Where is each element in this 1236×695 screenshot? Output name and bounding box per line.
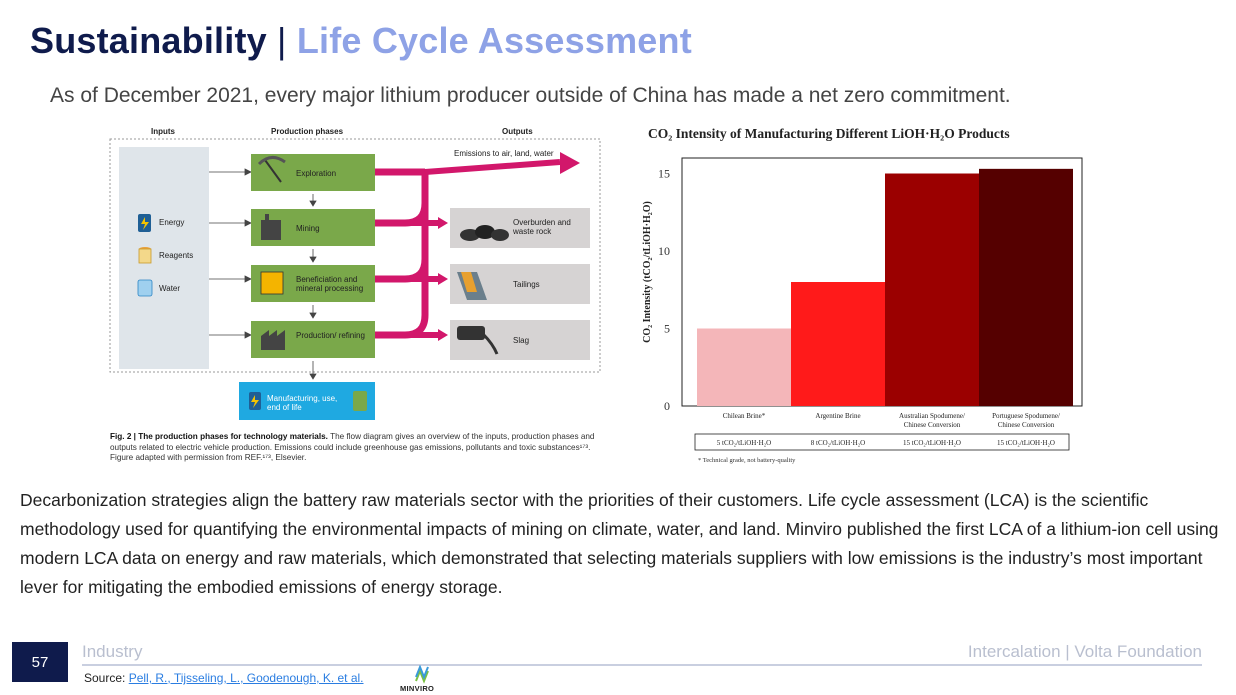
processing-icon	[260, 271, 284, 295]
x-category-label: Chilean Brine*	[723, 412, 766, 420]
bar-2	[791, 282, 885, 406]
phase-box-exploration	[251, 154, 375, 191]
input-arrows	[209, 168, 252, 339]
minviro-logo-icon	[415, 664, 429, 684]
emission-flow-lines	[375, 168, 429, 339]
mine-icon	[261, 214, 281, 240]
header-phases: Production phases	[271, 127, 344, 136]
slide-subtitle: As of December 2021, every major lithium…	[50, 84, 1011, 107]
body-paragraph: Decarbonization strategies align the bat…	[20, 490, 1219, 597]
y-tick-label: 5	[664, 322, 670, 336]
production-phases-diagram: Inputs Production phases Outputs Emissio…	[105, 122, 605, 472]
phase-down-arrows	[309, 194, 317, 380]
output-overburden-label: Overburden and waste rock	[513, 218, 571, 237]
source-link[interactable]: Pell, R., Tijsseling, L., Goodenough, K.…	[128, 671, 364, 685]
output-flow-lines	[375, 159, 561, 338]
co2-intensity-chart: CO₂ Intensity of Manufacturing Different…	[630, 122, 1090, 472]
end-of-life-label: Manufacturing, use, end of life	[267, 394, 338, 413]
emission-arrowhead	[560, 152, 580, 174]
minviro-logo-text: MINVIRO	[400, 684, 435, 693]
footer-section: Industry	[82, 642, 143, 661]
output-slag-label: Slag	[513, 336, 530, 345]
input-energy-label: Energy	[159, 218, 185, 227]
rocks-icon	[460, 225, 509, 241]
tailings-icon	[457, 272, 487, 300]
bar-3	[885, 173, 979, 406]
recycle-bin-icon	[353, 391, 367, 411]
energy-icon	[138, 214, 151, 232]
minviro-logo: MINVIRO	[400, 664, 440, 695]
value-table-cell: 15 tCO₂/tLiOH·H₂O	[997, 439, 1055, 447]
input-reagents-label: Reagents	[159, 251, 194, 260]
footer-divider	[82, 664, 1202, 666]
header-outputs: Outputs	[502, 127, 533, 136]
slag-icon	[457, 326, 499, 355]
phase-beneficiation-label: Beneficiation and mineral processing	[296, 275, 364, 294]
battery-icon	[249, 392, 261, 410]
emissions-label: Emissions to air, land, water	[454, 149, 554, 158]
x-category-label: Portuguese Spodumene/Chinese Conversion	[992, 412, 1060, 429]
chart-title: CO₂ Intensity of Manufacturing Different…	[648, 126, 1010, 141]
bar-4	[979, 168, 1073, 406]
figure-caption: Fig. 2 | The production phases for techn…	[110, 432, 605, 464]
diagram-border	[109, 138, 601, 373]
y-tick-label: 15	[658, 167, 670, 181]
output-tailings-label: Tailings	[513, 280, 540, 289]
y-axis-label: CO₂ Intensity (tCO₂/tLiOH·H₂O)	[642, 201, 653, 343]
reagents-icon	[138, 247, 152, 264]
title-main: Sustainability	[30, 20, 267, 61]
slide-title: Sustainability | Life Cycle Assessment	[30, 20, 692, 62]
value-table-cell: 8 tCO₂/tLiOH·H₂O	[811, 439, 865, 447]
title-separator: |	[266, 20, 297, 61]
source-prefix: Source:	[84, 671, 129, 685]
page-number: 57	[12, 642, 68, 682]
footer-org: Intercalation | Volta Foundation	[967, 642, 1202, 661]
factory-icon	[261, 330, 285, 350]
source-citation: Source: Pell, R., Tijsseling, L., Gooden…	[84, 671, 364, 685]
chart-plot: 0 5 10 15 CO₂ Intensity (tCO₂/tLiOH·H₂O) Chil…	[642, 157, 1083, 464]
end-of-life-box	[239, 382, 375, 420]
value-table	[694, 433, 1070, 451]
bar-1	[697, 328, 791, 406]
phase-refining-label: Production/ refining	[296, 331, 365, 340]
inputs-panel	[119, 147, 209, 369]
y-tick-label: 10	[658, 244, 670, 258]
pickaxe-icon	[257, 156, 286, 183]
chart-footnote: * Technical grade, not battery-quality	[698, 457, 796, 464]
phase-mining-label: Mining	[296, 224, 320, 233]
x-category-label: Australian Spodumene/Chinese Conversion	[899, 412, 965, 429]
caption-bold: Fig. 2 | The production phases for techn…	[110, 432, 328, 441]
diagram-graphics	[109, 138, 601, 420]
phase-exploration-label: Exploration	[296, 169, 337, 178]
input-water-label: Water	[159, 284, 181, 293]
x-category-label: Argentine Brine	[815, 412, 860, 420]
header-inputs: Inputs	[151, 127, 175, 136]
caption-text: The flow diagram gives an overview of th…	[110, 432, 595, 463]
value-table-cell: 15 tCO₂/tLiOH·H₂O	[903, 439, 961, 447]
water-icon	[137, 279, 153, 297]
y-tick-label: 0	[664, 399, 670, 413]
output-panel-overburden	[450, 208, 590, 248]
value-table-cell: 5 tCO₂/tLiOH·H₂O	[717, 439, 771, 447]
title-sub: Life Cycle Assessment	[296, 20, 692, 61]
